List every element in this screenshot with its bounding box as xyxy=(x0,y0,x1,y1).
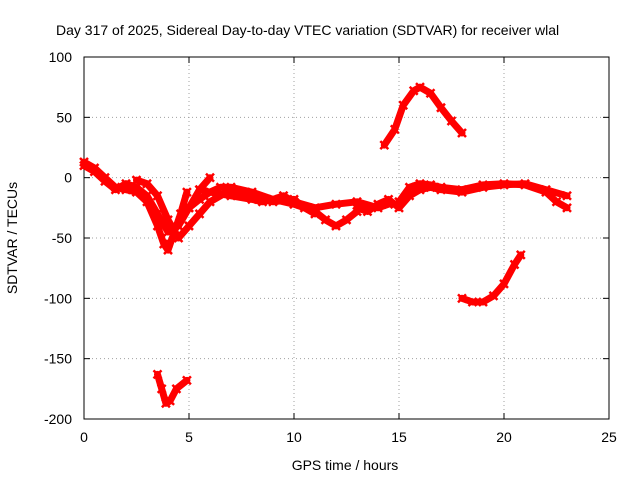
data-point xyxy=(121,178,131,189)
y-tick-label: -100 xyxy=(44,290,72,306)
data-point xyxy=(352,202,362,213)
data-series xyxy=(79,82,572,409)
data-point xyxy=(562,190,572,201)
y-tick-label: 50 xyxy=(56,109,72,125)
x-tick-label: 0 xyxy=(80,429,88,445)
data-point xyxy=(289,196,299,207)
data-point xyxy=(257,196,268,207)
y-axis-ticks: -200 -150 -100 -50 0 50 100 xyxy=(44,49,609,427)
data-point xyxy=(152,369,163,380)
data-point xyxy=(362,206,373,217)
data-point xyxy=(467,297,478,307)
data-point xyxy=(373,199,383,210)
data-point xyxy=(156,383,167,394)
data-point xyxy=(173,233,184,243)
data-point xyxy=(398,100,409,111)
data-point xyxy=(425,88,436,99)
data-point xyxy=(100,176,110,187)
data-point xyxy=(205,196,215,207)
data-point xyxy=(194,208,205,219)
data-point xyxy=(158,239,169,249)
data-point xyxy=(142,190,152,201)
data-point xyxy=(110,184,121,195)
data-point xyxy=(425,180,436,190)
data-point xyxy=(408,85,419,96)
data-point xyxy=(436,102,446,113)
data-point xyxy=(182,187,192,198)
data-point xyxy=(278,190,289,201)
data-point xyxy=(194,184,205,195)
x-tick-label: 25 xyxy=(601,429,617,445)
data-point xyxy=(446,116,457,126)
data-point xyxy=(436,182,446,193)
data-point xyxy=(478,180,488,190)
y-tick-label: -150 xyxy=(44,351,72,367)
data-point xyxy=(415,178,425,189)
x-axis-ticks: 0 5 10 15 20 25 xyxy=(80,57,617,445)
data-point xyxy=(247,187,257,198)
data-point xyxy=(520,180,530,190)
data-point xyxy=(541,187,551,198)
y-tick-label: -50 xyxy=(52,230,72,246)
data-point xyxy=(394,196,404,207)
data-point xyxy=(152,208,163,219)
series-track-h xyxy=(380,83,466,149)
data-point xyxy=(457,184,467,195)
x-tick-label: 5 xyxy=(185,429,193,445)
data-point xyxy=(488,291,499,301)
x-tick-label: 10 xyxy=(286,429,302,445)
data-point xyxy=(389,124,400,135)
data-point xyxy=(379,140,390,150)
data-point xyxy=(331,199,341,210)
chart-title: Day 317 of 2025, Sidereal Day-to-day VTE… xyxy=(56,22,559,38)
data-point xyxy=(152,190,163,201)
data-point xyxy=(89,166,100,177)
y-axis-label: SDTVAR / TECUs xyxy=(4,182,20,294)
data-point xyxy=(515,250,526,260)
data-point xyxy=(131,175,142,185)
data-point xyxy=(499,178,509,189)
data-point xyxy=(478,297,488,307)
data-point xyxy=(415,82,425,93)
data-point xyxy=(457,293,467,304)
data-point xyxy=(142,178,152,189)
data-point xyxy=(310,202,320,213)
data-point xyxy=(551,196,562,207)
data-point xyxy=(163,215,173,225)
y-tick-label: -200 xyxy=(44,411,72,427)
data-point xyxy=(320,215,331,225)
data-point xyxy=(331,221,341,231)
data-point xyxy=(79,160,89,171)
data-point xyxy=(184,221,194,231)
data-point xyxy=(268,194,278,205)
data-point xyxy=(205,172,215,183)
data-point xyxy=(383,194,394,205)
x-tick-label: 15 xyxy=(391,429,407,445)
data-point xyxy=(182,375,192,386)
data-point xyxy=(184,202,194,213)
data-point xyxy=(341,215,352,225)
x-tick-label: 20 xyxy=(496,429,512,445)
data-point xyxy=(562,202,572,213)
y-tick-label: 100 xyxy=(49,49,73,65)
data-point xyxy=(165,396,175,406)
y-tick-label: 0 xyxy=(64,170,72,186)
data-point xyxy=(226,190,236,201)
data-point xyxy=(226,182,236,193)
data-point xyxy=(404,182,415,193)
data-point xyxy=(205,187,215,198)
data-point xyxy=(509,259,520,270)
x-axis-label: GPS time / hours xyxy=(292,457,399,473)
data-point xyxy=(457,128,467,138)
data-point xyxy=(171,383,182,394)
data-point xyxy=(163,245,173,255)
data-point xyxy=(194,194,205,205)
data-point xyxy=(247,194,257,205)
data-point xyxy=(499,278,509,289)
